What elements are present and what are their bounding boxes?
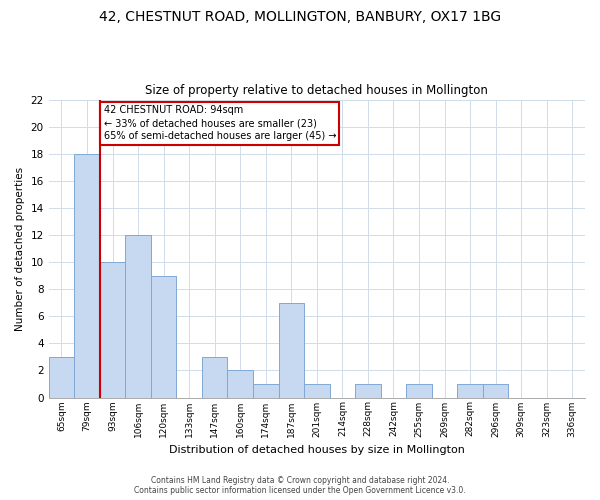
Bar	[74, 154, 100, 398]
Y-axis label: Number of detached properties: Number of detached properties	[15, 166, 25, 330]
Bar	[100, 262, 125, 398]
Bar	[227, 370, 253, 398]
Text: Contains HM Land Registry data © Crown copyright and database right 2024.
Contai: Contains HM Land Registry data © Crown c…	[134, 476, 466, 495]
Text: 42, CHESTNUT ROAD, MOLLINGTON, BANBURY, OX17 1BG: 42, CHESTNUT ROAD, MOLLINGTON, BANBURY, …	[99, 10, 501, 24]
X-axis label: Distribution of detached houses by size in Mollington: Distribution of detached houses by size …	[169, 445, 465, 455]
Bar	[406, 384, 432, 398]
Text: 42 CHESTNUT ROAD: 94sqm
← 33% of detached houses are smaller (23)
65% of semi-de: 42 CHESTNUT ROAD: 94sqm ← 33% of detache…	[104, 105, 336, 142]
Title: Size of property relative to detached houses in Mollington: Size of property relative to detached ho…	[145, 84, 488, 97]
Bar	[125, 235, 151, 398]
Bar	[457, 384, 483, 398]
Bar	[483, 384, 508, 398]
Bar	[49, 357, 74, 398]
Bar	[278, 302, 304, 398]
Bar	[355, 384, 380, 398]
Bar	[151, 276, 176, 398]
Bar	[253, 384, 278, 398]
Bar	[304, 384, 329, 398]
Bar	[202, 357, 227, 398]
